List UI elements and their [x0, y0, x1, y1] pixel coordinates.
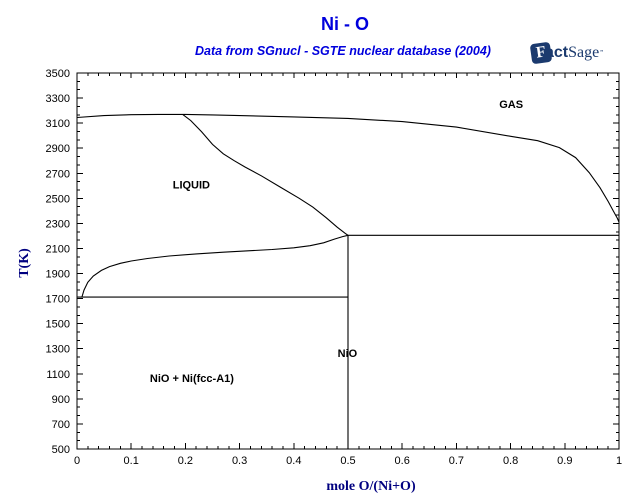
y-tick-label: 1300 [46, 344, 70, 356]
chart-subtitle: Data from SGnucl - SGTE nuclear database… [195, 44, 491, 58]
factsage-logo-letter: F [534, 43, 547, 62]
y-tick-label: 2700 [46, 168, 70, 180]
curve-liquidus-gas-branch [182, 113, 349, 236]
factsage-logo-mark-icon: F [529, 41, 553, 65]
x-tick-label: 0.2 [178, 455, 193, 467]
y-tick-label: 2100 [46, 243, 70, 255]
factsage-logo: F act Sage” [529, 39, 603, 67]
chart-title: Ni - O [321, 14, 369, 34]
region-label-gas: GAS [499, 99, 523, 111]
region-label-nio-ni-fcc: NiO + Ni(fcc-A1) [150, 373, 234, 385]
y-tick-label: 1500 [46, 319, 70, 331]
y-tick-label: 3100 [46, 118, 70, 130]
y-tick-label: 2900 [46, 143, 70, 155]
y-tick-label: 2500 [46, 193, 70, 205]
y-tick-label: 700 [52, 419, 70, 431]
x-tick-label: 0.6 [395, 455, 410, 467]
y-tick-label: 3500 [46, 68, 70, 80]
x-axis-title: mole O/(Ni+O) [326, 479, 416, 494]
region-label-liquid: LIQUID [173, 180, 210, 192]
x-tick-label: 1 [616, 455, 622, 467]
y-tick-label: 3300 [46, 93, 70, 105]
y-tick-label: 500 [52, 444, 70, 456]
factsage-logo-word-serif: Sage [568, 44, 600, 61]
y-tick-label: 1700 [46, 294, 70, 306]
x-tick-label: 0.1 [124, 455, 139, 467]
x-tick-label: 0.9 [557, 455, 572, 467]
factsage-trademark-mark: ” [600, 48, 603, 58]
y-tick-label: 1900 [46, 269, 70, 281]
x-tick-label: 0.8 [503, 455, 518, 467]
region-label-nio: NiO [338, 348, 358, 360]
x-tick-label: 0.4 [286, 455, 301, 467]
y-tick-label: 900 [52, 394, 70, 406]
curve-gas-liquid-boundary [76, 113, 620, 223]
x-tick-label: 0.3 [232, 455, 247, 467]
x-tick-label: 0.5 [340, 455, 355, 467]
y-tick-label: 1100 [46, 369, 70, 381]
curve-nio-liquidus [81, 234, 349, 298]
x-tick-label: 0 [74, 455, 80, 467]
y-tick-label: 2300 [46, 218, 70, 230]
x-tick-label: 0.7 [449, 455, 464, 467]
